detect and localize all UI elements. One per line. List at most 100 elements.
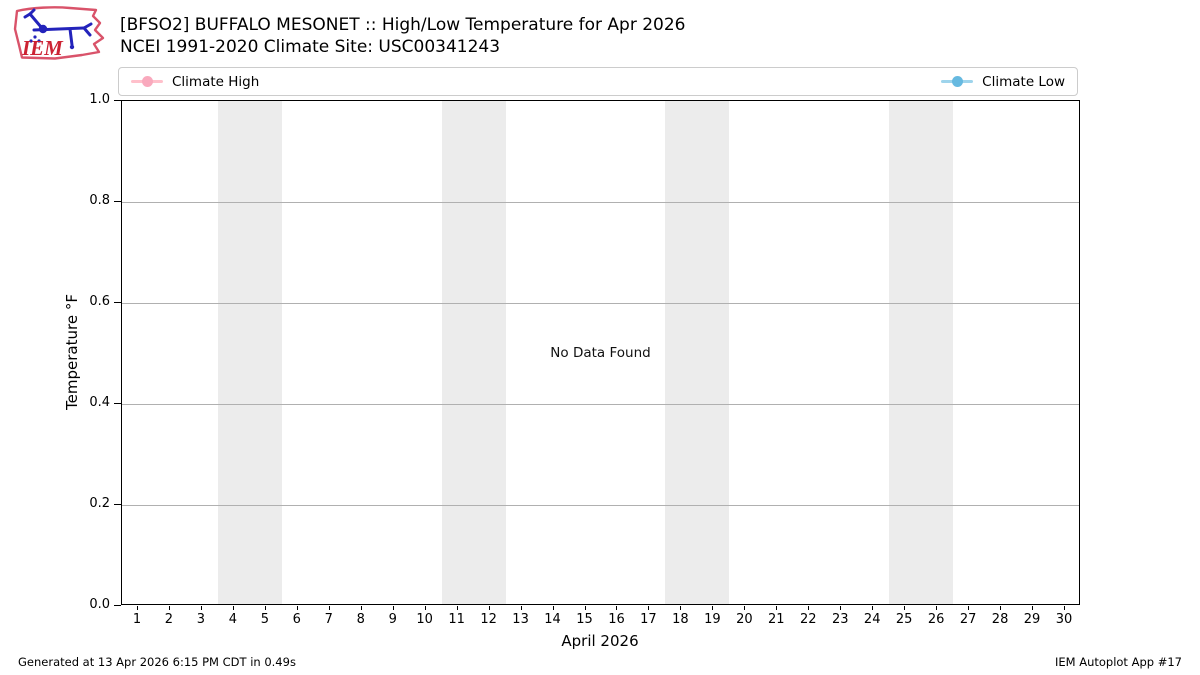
weekend-band	[665, 101, 730, 604]
x-tick-label: 27	[959, 612, 977, 627]
x-tick-label: 24	[863, 612, 881, 627]
x-tick-label: 14	[544, 612, 561, 627]
weathervane-dots	[29, 24, 75, 50]
gridline	[122, 303, 1079, 304]
gridline	[122, 505, 1079, 506]
x-tick-label: 4	[228, 612, 238, 627]
app-credit: IEM Autoplot App #17	[1054, 655, 1182, 669]
x-tick-mark	[1064, 606, 1066, 610]
x-tick-label: 12	[480, 612, 497, 627]
y-tick-label: 0.6	[89, 294, 110, 309]
weekend-band	[217, 101, 282, 604]
x-tick-label: 7	[324, 612, 333, 627]
y-tick-label: 1.0	[89, 92, 110, 107]
y-tick-label: 0.2	[89, 496, 110, 511]
x-tick-mark	[1032, 606, 1034, 610]
x-tick-label: 23	[831, 612, 849, 627]
weathervane-icon	[23, 8, 93, 47]
y-tick-mark	[114, 605, 121, 606]
x-tick-mark	[360, 606, 362, 610]
x-tick-mark	[968, 606, 970, 610]
x-tick-label: 6	[292, 612, 301, 627]
y-tick-label: 0.0	[89, 597, 110, 612]
x-tick-label: 16	[608, 612, 625, 627]
x-tick-mark	[776, 606, 778, 610]
legend-item-climate-low: Climate Low	[941, 74, 1065, 90]
plot-area: No Data Found	[121, 100, 1080, 605]
x-tick-label: 20	[736, 612, 753, 627]
iem-logo: IEM	[13, 6, 105, 60]
x-tick-label: 18	[672, 612, 689, 627]
weekend-band	[889, 101, 954, 604]
x-tick-mark	[232, 606, 234, 610]
title-block: [BFSO2] BUFFALO MESONET :: High/Low Temp…	[120, 14, 686, 58]
y-tick-mark	[114, 504, 121, 505]
x-tick-label: 5	[260, 612, 269, 627]
x-tick-mark	[552, 606, 554, 610]
x-tick-label: 17	[640, 612, 657, 627]
legend-label: Climate High	[172, 73, 260, 90]
legend: Climate High Climate Low	[118, 67, 1078, 96]
x-tick-mark	[1000, 606, 1002, 610]
x-tick-mark	[296, 606, 298, 610]
gridline	[122, 404, 1079, 405]
x-tick-label: 1	[132, 612, 142, 627]
x-tick-label: 26	[927, 612, 945, 627]
x-tick-mark	[392, 606, 394, 610]
x-tick-mark	[520, 606, 522, 610]
y-tick-mark	[114, 100, 121, 101]
chart-subtitle: NCEI 1991-2020 Climate Site: USC00341243	[120, 37, 501, 57]
x-tick-label: 15	[576, 612, 593, 627]
legend-label: Climate Low	[982, 73, 1065, 90]
x-tick-mark	[200, 606, 202, 610]
climate-high-marker-icon	[131, 76, 163, 87]
iem-logo-text: IEM	[21, 36, 64, 60]
x-tick-mark	[712, 606, 714, 610]
generated-timestamp: Generated at 13 Apr 2026 6:15 PM CDT in …	[18, 655, 296, 669]
x-tick-mark	[264, 606, 266, 610]
x-tick-mark	[456, 606, 458, 610]
x-tick-label: 2	[164, 612, 174, 627]
x-tick-mark	[168, 606, 170, 610]
x-tick-label: 25	[895, 612, 913, 627]
x-tick-label: 29	[1023, 612, 1041, 627]
x-tick-mark	[424, 606, 426, 610]
x-tick-label: 28	[991, 612, 1009, 627]
y-tick-label: 0.4	[89, 395, 110, 410]
x-tick-mark	[808, 606, 810, 610]
x-tick-label: 13	[512, 612, 529, 627]
y-axis-label: Temperature °F	[63, 294, 81, 410]
x-tick-mark	[872, 606, 874, 610]
y-tick-mark	[114, 302, 121, 303]
y-tick-label: 0.8	[89, 193, 110, 208]
no-data-text: No Data Found	[550, 344, 651, 361]
x-tick-mark	[840, 606, 842, 610]
y-tick-mark	[114, 403, 121, 404]
x-axis-label: April 2026	[561, 632, 639, 650]
x-tick-label: 11	[448, 612, 465, 627]
climate-low-marker-icon	[941, 76, 974, 87]
x-tick-label: 3	[196, 612, 206, 627]
x-tick-label: 10	[416, 612, 433, 627]
x-tick-mark	[680, 606, 682, 610]
x-tick-label: 22	[800, 612, 817, 627]
x-tick-mark	[488, 606, 490, 610]
x-tick-label: 8	[356, 612, 365, 627]
x-tick-label: 9	[388, 612, 397, 627]
x-tick-mark	[904, 606, 906, 610]
x-tick-label: 19	[704, 612, 721, 627]
x-tick-mark	[584, 606, 586, 610]
y-tick-mark	[114, 201, 121, 202]
chart-title: [BFSO2] BUFFALO MESONET :: High/Low Temp…	[120, 15, 686, 35]
x-tick-mark	[136, 606, 138, 610]
x-tick-mark	[328, 606, 330, 610]
x-tick-mark	[616, 606, 618, 610]
legend-item-climate-high: Climate High	[131, 74, 259, 90]
gridline	[122, 202, 1079, 203]
x-tick-mark	[648, 606, 650, 610]
x-tick-label: 30	[1055, 612, 1073, 627]
x-tick-mark	[936, 606, 938, 610]
x-tick-mark	[744, 606, 746, 610]
weekend-band	[441, 101, 506, 604]
